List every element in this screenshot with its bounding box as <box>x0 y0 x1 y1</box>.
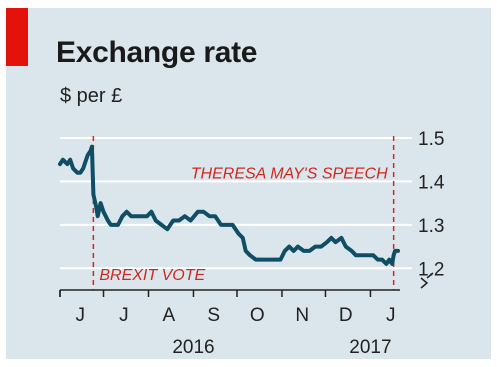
x-tick-label: J <box>119 305 129 326</box>
annotation-label: THERESA MAY'S SPEECH <box>191 166 388 183</box>
x-tick-label: J <box>76 305 86 326</box>
x-tick-label: D <box>339 305 353 326</box>
x-tick-label: N <box>295 305 309 326</box>
y-tick-label: 1.4 <box>418 172 445 193</box>
x-tick-label: S <box>207 305 220 326</box>
brand-accent-bar <box>6 8 28 66</box>
axis-break-icon <box>420 272 434 289</box>
x-tick-label: O <box>250 305 265 326</box>
y-tick-label: 1.3 <box>418 216 444 237</box>
x-year-label: 2017 <box>349 337 391 358</box>
chart-panel <box>6 8 491 359</box>
annotation-label: BREXIT VOTE <box>99 267 205 284</box>
y-tick-label: 1.5 <box>418 129 444 150</box>
x-year-label: 2016 <box>172 337 214 358</box>
y-tick-label: 1.2 <box>418 259 444 280</box>
chart-title: Exchange rate <box>56 36 258 69</box>
x-tick-label: A <box>162 305 175 326</box>
series-line <box>58 144 400 266</box>
chart-subtitle: $ per £ <box>60 85 123 107</box>
x-tick-label: J <box>386 305 396 326</box>
